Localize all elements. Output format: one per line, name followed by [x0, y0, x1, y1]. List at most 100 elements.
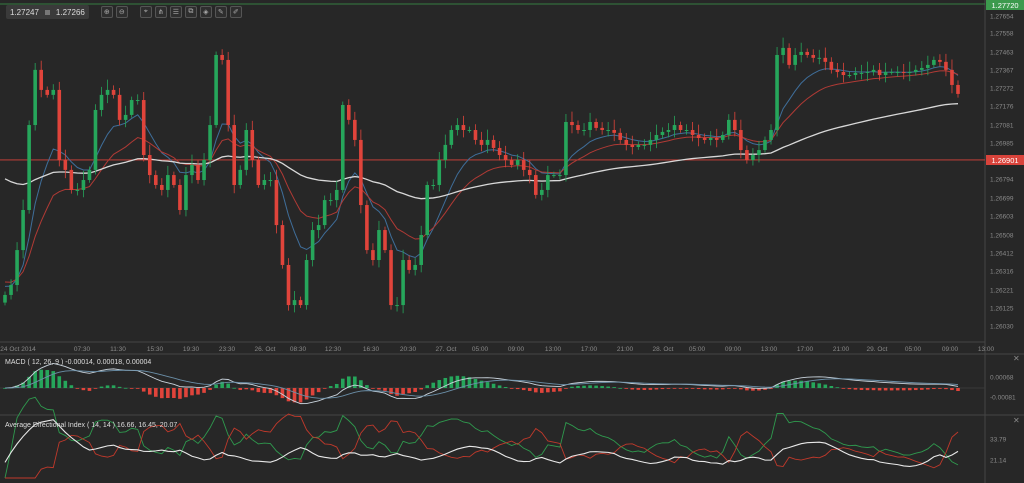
zoom-in-icon[interactable]: ⊕ — [100, 6, 113, 18]
objects-icon[interactable]: ◈ — [199, 6, 212, 18]
candle-bullish — [720, 134, 725, 140]
macd-histogram-bar — [739, 388, 743, 390]
candle-bearish — [220, 54, 224, 60]
candle-bearish — [877, 69, 882, 76]
macd-histogram-bar — [865, 388, 870, 391]
time-tick-label: 13:00 — [760, 346, 778, 353]
candle-bearish — [172, 175, 176, 185]
macd-histogram-bar — [461, 376, 466, 388]
candle-bearish — [407, 260, 411, 270]
candle-bullish — [932, 59, 936, 65]
macd-panel[interactable] — [0, 363, 985, 405]
macd-histogram-bar — [841, 388, 846, 389]
macd-histogram-bar — [371, 388, 375, 389]
candle-bullish — [769, 130, 773, 140]
macd-histogram-bar — [564, 388, 568, 389]
indicators-icon[interactable]: ☰ — [169, 6, 182, 18]
macd-histogram-bar — [298, 388, 303, 403]
macd-histogram-bar — [105, 385, 110, 388]
macd-histogram-bar — [588, 385, 592, 388]
macd-histogram-bar — [889, 388, 894, 391]
macd-histogram-bar — [395, 388, 399, 396]
time-tick-label: 13:00 — [977, 346, 995, 353]
adx-panel[interactable] — [4, 396, 959, 479]
candle-bearish — [274, 180, 279, 226]
candle-bullish — [781, 47, 785, 55]
candle-bullish — [75, 189, 80, 191]
candle-bullish — [27, 125, 31, 210]
time-tick-label: 05:00 — [471, 346, 489, 353]
macd-histogram-bar — [353, 376, 357, 388]
candle-bearish — [69, 169, 74, 190]
quote-box[interactable]: 1.27247 1.27266 — [6, 5, 89, 19]
zoom-out-icon[interactable]: ⊖ — [115, 6, 128, 18]
quote-separator-icon — [44, 9, 50, 15]
macd-histogram-bar — [365, 385, 369, 388]
price-panel[interactable] — [0, 37, 985, 314]
candle-bearish — [353, 119, 357, 140]
draw-icon[interactable]: ✐ — [229, 6, 242, 18]
candle-bullish — [81, 180, 86, 190]
macd-histogram-bar — [546, 388, 550, 393]
macd-histogram-bar — [256, 388, 261, 393]
close-adx-icon[interactable]: ✕ — [1013, 416, 1020, 425]
macd-histogram-bar — [907, 388, 912, 391]
candle-bullish — [606, 130, 610, 132]
macd-histogram-bar — [316, 388, 321, 393]
macd-histogram-bar — [901, 388, 906, 391]
candle-bearish — [63, 159, 68, 170]
adx-minus-di-line — [5, 413, 959, 479]
candle-bearish — [57, 89, 62, 160]
macd-histogram-bar — [111, 385, 116, 388]
candle-bearish — [787, 47, 791, 65]
macd-histogram-bar — [238, 388, 243, 390]
candle-bearish — [521, 159, 526, 170]
candle-bullish — [304, 260, 309, 306]
macd-histogram-bar — [87, 388, 92, 391]
candle-bullish — [21, 209, 25, 251]
macd-histogram-bar — [720, 388, 725, 390]
current-price-tag: 1.27720 — [986, 0, 1024, 10]
close-macd-icon[interactable]: ✕ — [1013, 354, 1020, 363]
macd-histogram-bar — [407, 388, 411, 394]
candle-bearish — [805, 51, 810, 55]
macd-histogram-bar — [340, 378, 345, 388]
candle-bullish — [540, 189, 544, 195]
time-tick-label: 13:00 — [544, 346, 562, 353]
candle-bearish — [612, 130, 616, 133]
candle-bearish — [45, 89, 50, 95]
time-tick-label: 23:30 — [218, 346, 236, 353]
macd-histogram-bar — [160, 388, 164, 399]
time-tick-label: 21:00 — [832, 346, 850, 353]
adx-label: Average Directional Index ( 14, 14 ) 16.… — [5, 422, 178, 429]
macd-histogram-bar — [304, 388, 309, 400]
moving-average-slow — [4, 103, 959, 200]
candle-bullish — [515, 159, 520, 165]
edit-icon[interactable]: ✎ — [214, 6, 227, 18]
macd-histogram-bar — [334, 383, 339, 388]
chart-type-icon[interactable]: ⋔ — [154, 6, 167, 18]
template-icon[interactable]: ⧉ — [184, 6, 197, 18]
price-tick-label: 1.26221 — [990, 287, 1014, 295]
macd-histogram-bar — [702, 388, 707, 390]
macd-histogram-bar — [726, 388, 731, 389]
time-tick-label: 26. Oct — [254, 346, 276, 353]
candle-bullish — [895, 71, 900, 73]
candle-bearish — [570, 121, 574, 126]
time-tick-label: 16:30 — [362, 346, 380, 353]
crosshair-icon[interactable]: ⌖ — [139, 6, 152, 18]
candle-bullish — [582, 130, 586, 132]
candle-bearish — [473, 130, 478, 140]
candle-bullish — [564, 121, 568, 176]
candle-bullish — [913, 69, 918, 72]
candle-bearish — [509, 159, 514, 165]
candle-bullish — [166, 175, 170, 190]
macd-histogram-bar — [515, 388, 520, 390]
macd-histogram-bar — [582, 385, 586, 388]
macd-histogram-bar — [642, 388, 647, 391]
macd-histogram-bar — [558, 388, 562, 392]
candle-bearish — [956, 84, 960, 94]
candle-bearish — [950, 69, 954, 85]
time-tick-label: 11:30 — [110, 346, 126, 353]
